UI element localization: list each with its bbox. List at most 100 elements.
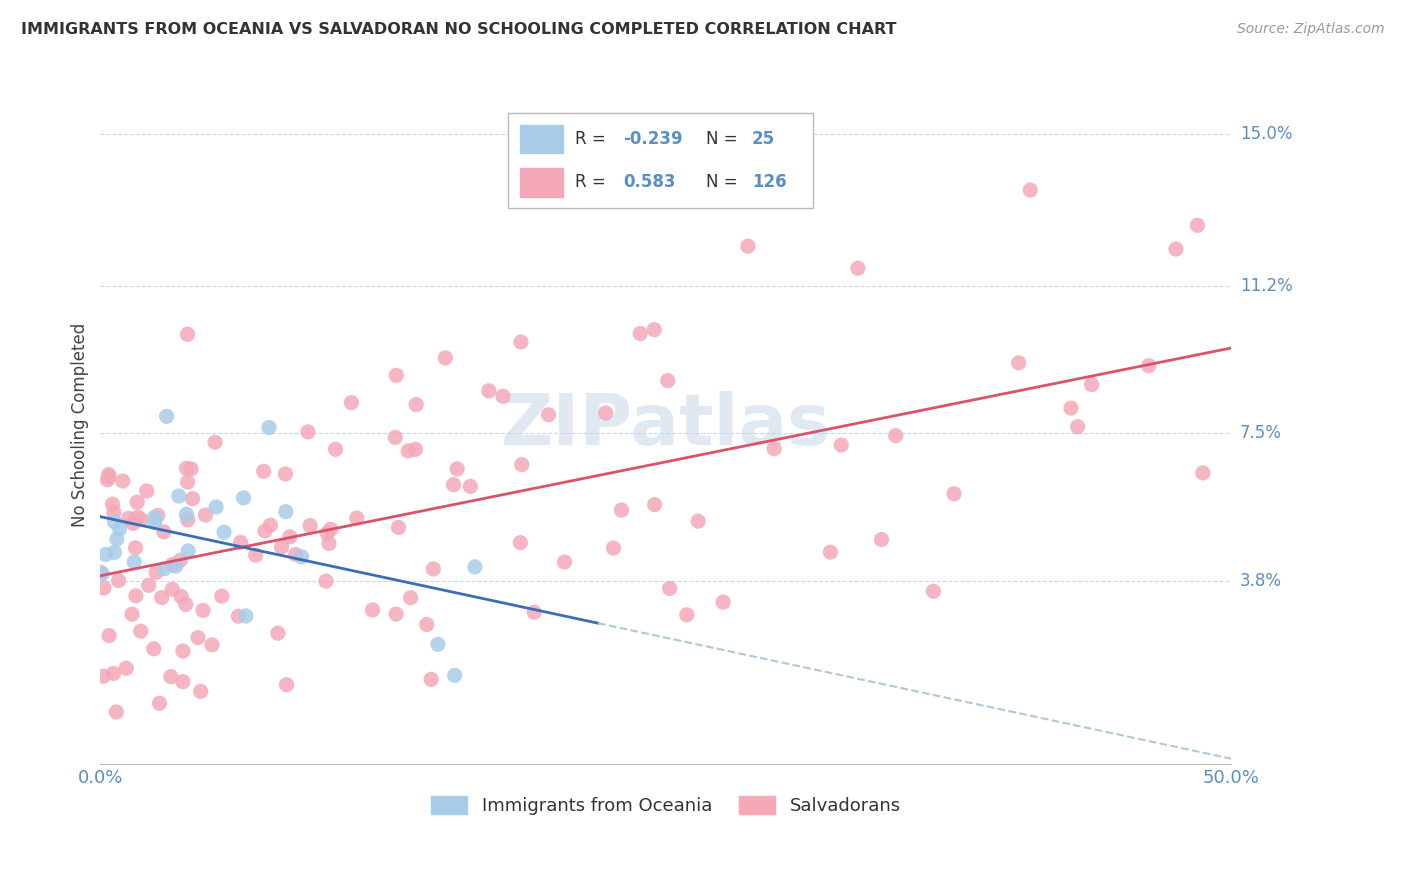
Point	[162, 558, 184, 572]
Point	[105, 705, 128, 719]
Point	[267, 626, 290, 640]
Text: 7.5%: 7.5%	[1240, 424, 1282, 442]
Point	[259, 518, 281, 533]
Point	[763, 442, 786, 456]
Point	[943, 487, 966, 501]
Point	[254, 524, 277, 538]
Point	[299, 518, 322, 533]
Point	[181, 491, 204, 506]
Y-axis label: No Schooling Completed: No Schooling Completed	[72, 323, 89, 527]
Point	[346, 511, 368, 525]
Point	[523, 605, 546, 619]
Point	[1137, 359, 1160, 373]
Point	[658, 582, 681, 596]
Point	[387, 520, 409, 534]
Point	[165, 559, 187, 574]
Point	[201, 638, 224, 652]
Point	[443, 668, 465, 682]
Point	[177, 544, 200, 558]
Point	[422, 562, 444, 576]
Point	[278, 530, 301, 544]
Point	[153, 562, 176, 576]
Point	[270, 540, 292, 554]
Text: 3.8%: 3.8%	[1240, 572, 1282, 590]
Point	[1187, 219, 1209, 233]
Point	[211, 589, 233, 603]
Point	[176, 475, 198, 489]
Point	[143, 516, 166, 530]
Point	[190, 684, 212, 698]
Point	[1080, 377, 1102, 392]
Point	[385, 368, 408, 383]
Point	[204, 435, 226, 450]
Point	[257, 420, 280, 434]
Point	[194, 508, 217, 522]
Point	[107, 574, 129, 588]
Point	[460, 479, 482, 493]
Point	[105, 532, 128, 546]
Point	[404, 442, 426, 457]
Point	[91, 566, 114, 581]
Point	[172, 674, 194, 689]
Point	[232, 491, 254, 505]
Point	[169, 553, 191, 567]
Point	[274, 505, 297, 519]
Text: Source: ZipAtlas.com: Source: ZipAtlas.com	[1237, 22, 1385, 37]
Point	[143, 510, 166, 524]
Point	[443, 477, 465, 491]
Point	[212, 525, 235, 540]
Point	[94, 548, 117, 562]
Point	[510, 334, 533, 349]
Point	[510, 458, 533, 472]
Point	[103, 506, 125, 520]
Point	[846, 261, 869, 276]
Text: IMMIGRANTS FROM OCEANIA VS SALVADORAN NO SCHOOLING COMPLETED CORRELATION CHART: IMMIGRANTS FROM OCEANIA VS SALVADORAN NO…	[21, 22, 897, 37]
Point	[399, 591, 422, 605]
Point	[135, 483, 157, 498]
Point	[396, 444, 419, 458]
Point	[434, 351, 457, 365]
Point	[90, 566, 112, 580]
Point	[492, 389, 515, 403]
Point	[115, 661, 138, 675]
Point	[176, 508, 198, 522]
Point	[176, 461, 198, 475]
Point	[276, 678, 298, 692]
Point	[155, 409, 177, 424]
Point	[117, 511, 139, 525]
Point	[319, 522, 342, 536]
Point	[737, 239, 759, 253]
Point	[688, 514, 710, 528]
Point	[1019, 183, 1042, 197]
Point	[103, 545, 125, 559]
Point	[318, 536, 340, 550]
Text: 11.2%: 11.2%	[1240, 277, 1292, 294]
Point	[146, 508, 169, 523]
Point	[124, 541, 146, 555]
Point	[121, 607, 143, 622]
Point	[160, 670, 183, 684]
Point	[235, 609, 257, 624]
Point	[610, 503, 633, 517]
Point	[191, 603, 214, 617]
Point	[644, 498, 666, 512]
Point	[93, 581, 115, 595]
Point	[340, 395, 363, 409]
Point	[167, 489, 190, 503]
Point	[176, 327, 198, 342]
Point	[205, 500, 228, 514]
Point	[1066, 419, 1088, 434]
Point	[111, 474, 134, 488]
Point	[150, 591, 173, 605]
Legend: Immigrants from Oceania, Salvadorans: Immigrants from Oceania, Salvadorans	[423, 789, 908, 822]
Point	[162, 582, 184, 597]
Point	[138, 578, 160, 592]
Point	[122, 555, 145, 569]
Point	[384, 430, 406, 444]
Point	[297, 425, 319, 439]
Point	[174, 598, 197, 612]
Point	[153, 524, 176, 539]
Point	[711, 595, 734, 609]
Text: 15.0%: 15.0%	[1240, 125, 1292, 144]
Point	[127, 495, 149, 509]
